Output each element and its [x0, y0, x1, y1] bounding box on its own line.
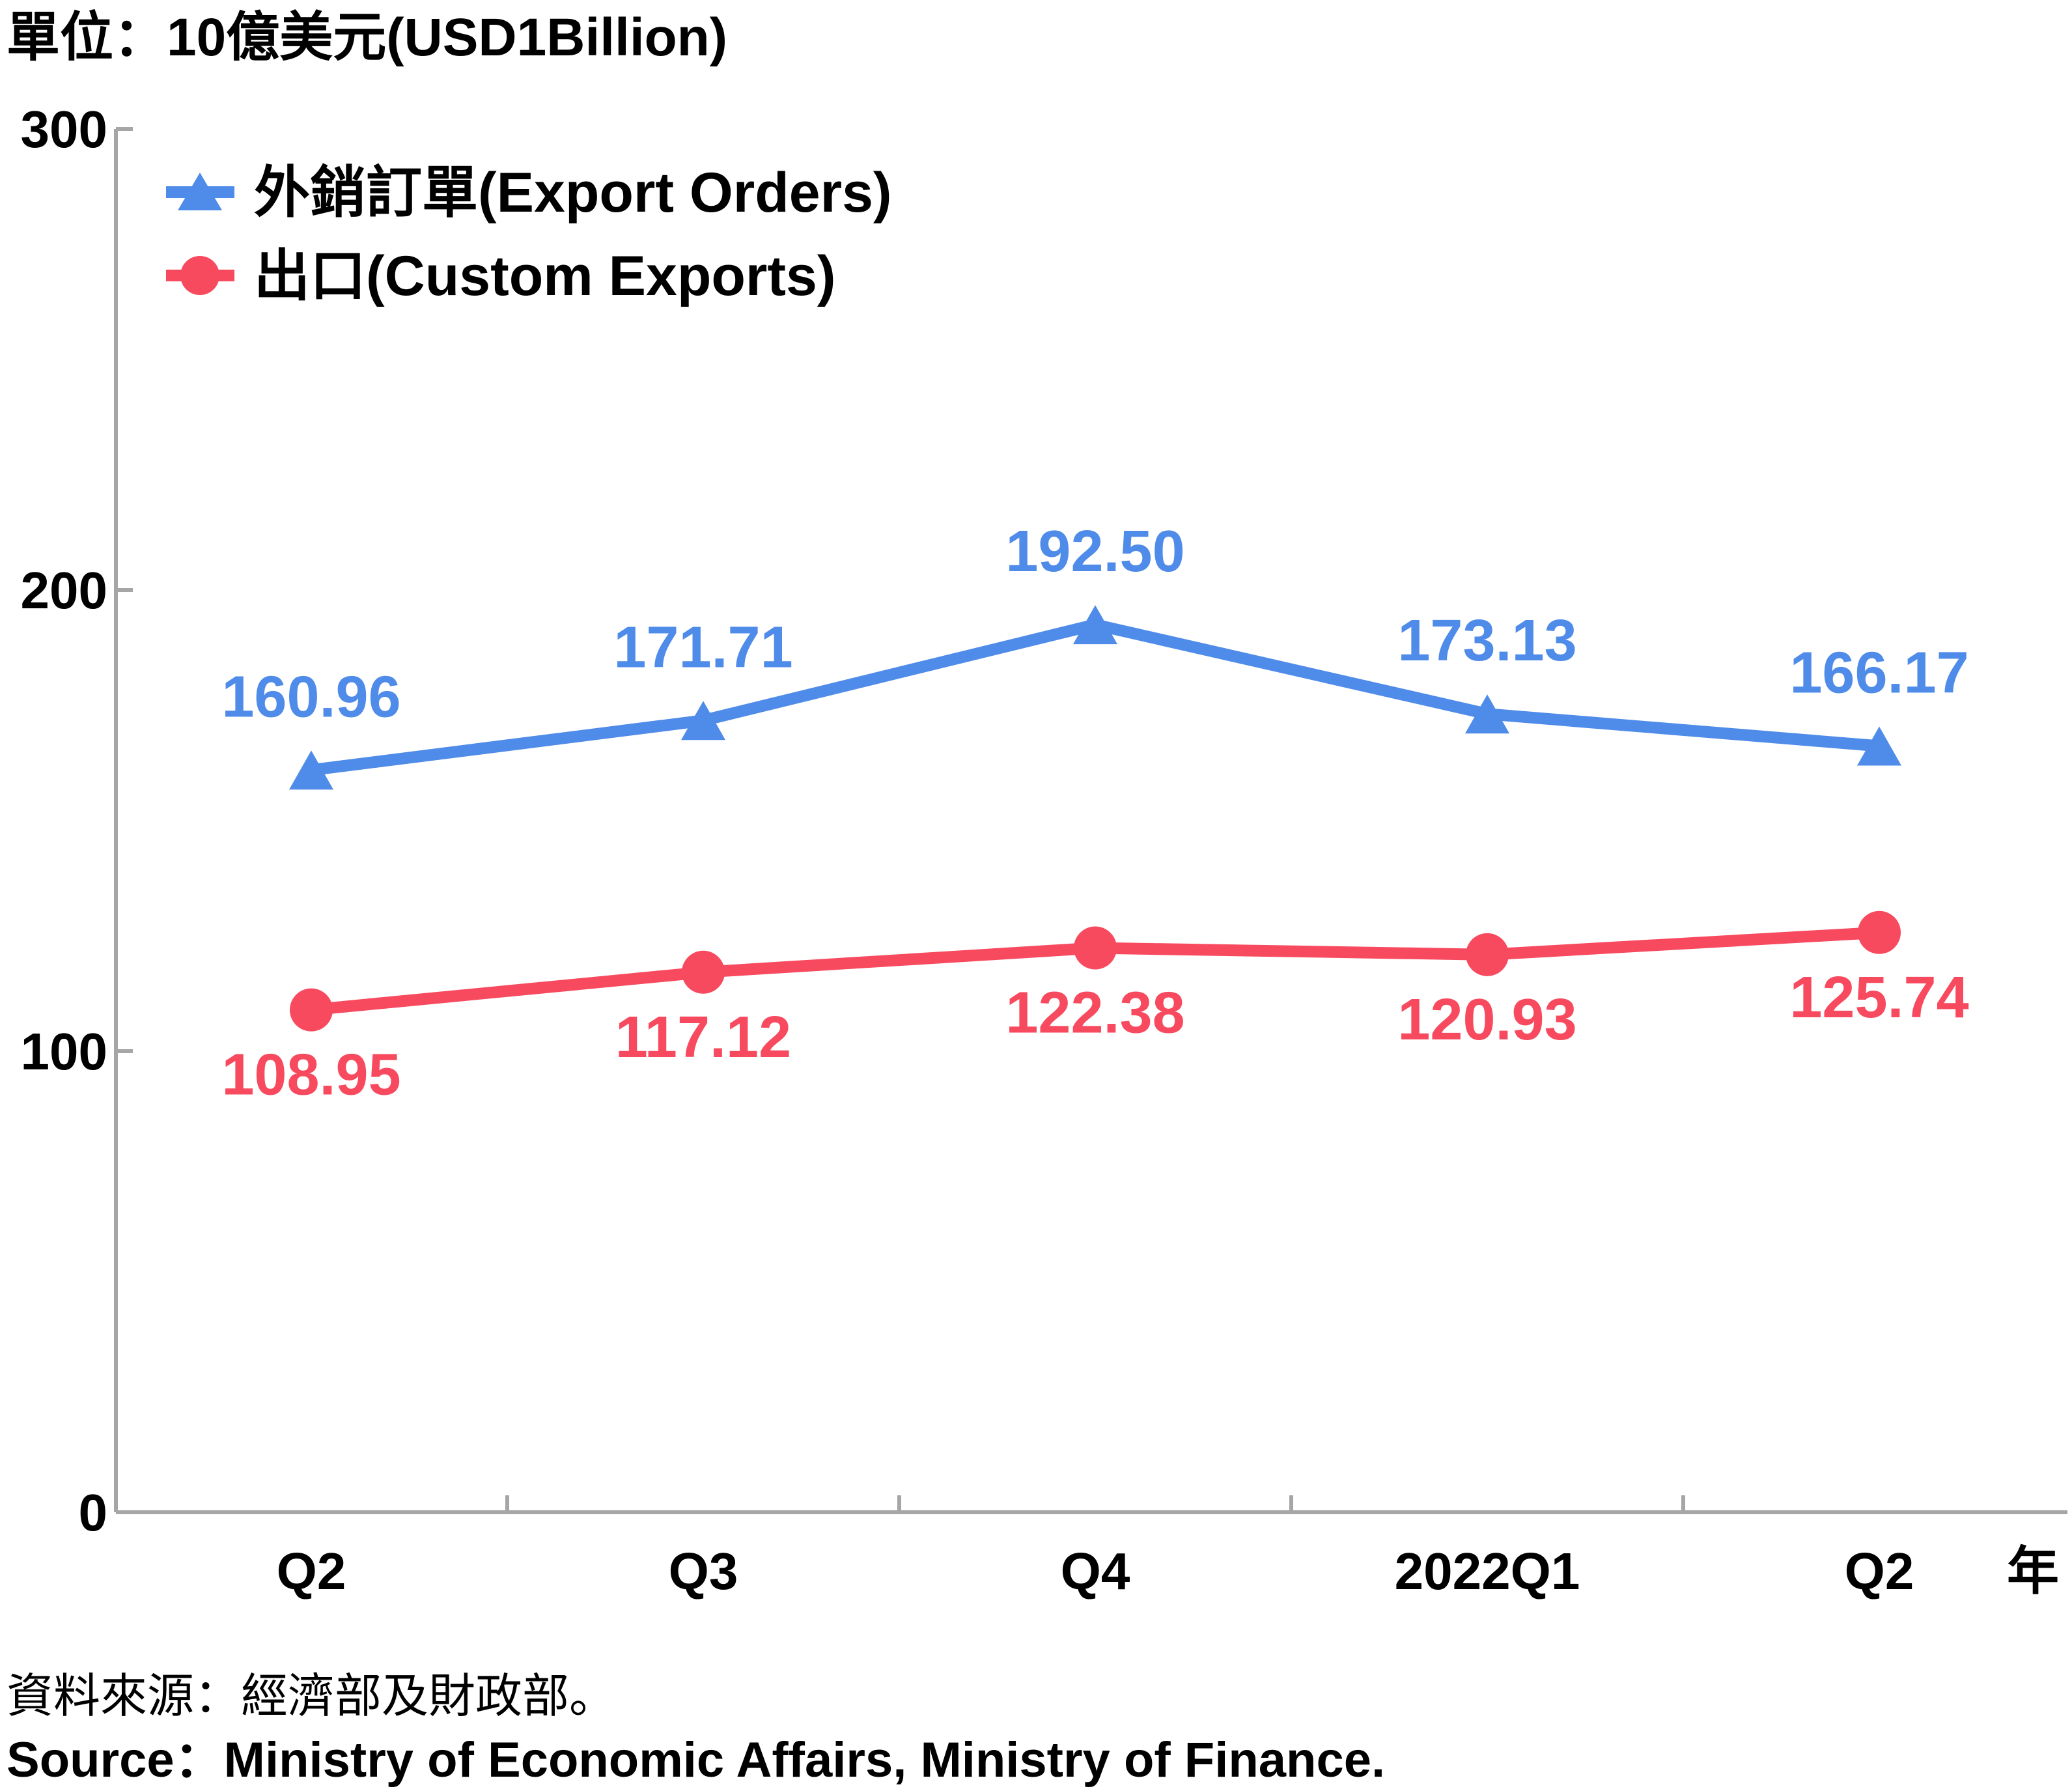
y-tick-labels: 0 100 200 300: [21, 100, 107, 1542]
data-label: 171.71: [613, 615, 792, 680]
legend-marker-circle: [180, 256, 219, 295]
legend-label: 出口(Custom Exports): [254, 245, 835, 307]
data-point-triangle: [289, 750, 333, 790]
data-point-triangle: [1465, 694, 1509, 734]
data-point-circle: [682, 950, 725, 994]
y-tick-label: 200: [21, 561, 107, 619]
legend-marker-triangle: [178, 173, 222, 210]
y-tick-label: 100: [21, 1022, 107, 1080]
data-label: 117.12: [615, 1005, 791, 1070]
data-point-circle: [1466, 933, 1509, 976]
source-zh: 資料來源：經濟部及財政部。: [7, 1671, 617, 1723]
data-label: 125.74: [1789, 965, 1968, 1030]
data-point-circle: [1858, 910, 1901, 954]
legend: 外銷訂單(Export Orders) 出口(Custom Exports): [166, 162, 892, 307]
y-tick-label: 300: [21, 100, 107, 158]
data-point-circle: [290, 988, 333, 1032]
data-label: 192.50: [1005, 519, 1184, 584]
year-label: 年: [2007, 1542, 2059, 1600]
series-group: 160.96 171.71 192.50 173.13 166.17 108.95 117.…: [221, 519, 1968, 1108]
series-line: [310, 619, 1880, 776]
x-tick-label: Q2: [1845, 1542, 1914, 1600]
series-export-orders: 160.96 171.71 192.50 173.13 166.17: [221, 519, 1969, 790]
data-point-triangle: [681, 701, 725, 740]
data-label: 166.17: [1789, 641, 1968, 706]
data-label: 108.95: [221, 1043, 400, 1108]
data-point-circle: [1074, 926, 1117, 970]
unit-label: 單位：10億美元(USD1Billion): [7, 8, 727, 67]
data-label: 160.96: [221, 664, 400, 729]
x-tick-label: Q2: [277, 1542, 346, 1600]
legend-item: 出口(Custom Exports): [166, 245, 835, 307]
x-tick-labels: Q2 Q3 Q4 2022Q1 Q2: [277, 1542, 1914, 1600]
y-tick-label: 0: [79, 1484, 108, 1542]
axes: [114, 127, 2067, 1514]
data-label: 122.38: [1005, 981, 1184, 1046]
x-tick-label: Q4: [1061, 1542, 1130, 1600]
data-label: 173.13: [1397, 608, 1576, 673]
data-point-triangle: [1857, 726, 1901, 766]
series-custom-exports: 108.95 117.12 122.38 120.93 125.74: [221, 910, 1969, 1108]
legend-item: 外銷訂單(Export Orders): [166, 162, 892, 224]
data-label: 120.93: [1397, 987, 1576, 1052]
x-tick-label: Q3: [669, 1542, 738, 1600]
data-point-triangle: [1073, 605, 1117, 645]
legend-label: 外銷訂單(Export Orders): [254, 162, 892, 224]
x-tick-label: 2022Q1: [1395, 1542, 1580, 1600]
source-en: Source：Ministry of Economic Affairs, Min…: [7, 1732, 1386, 1788]
